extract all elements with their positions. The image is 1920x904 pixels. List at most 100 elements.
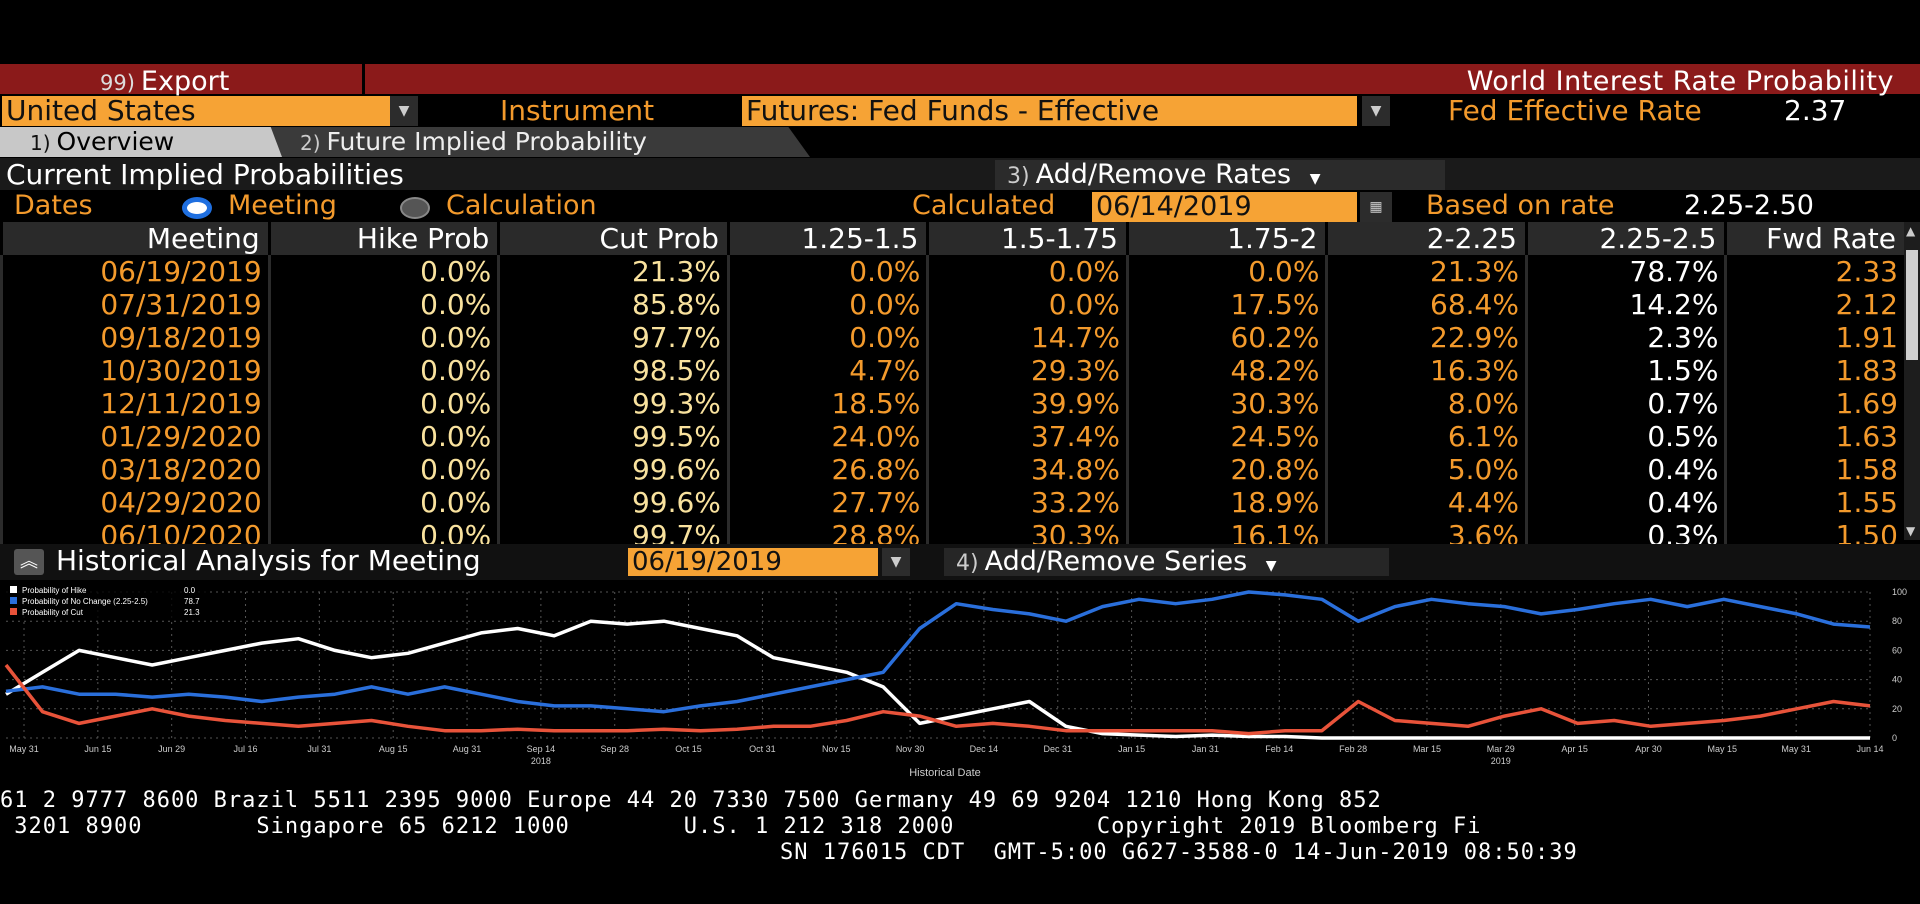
meeting-radio-label[interactable]: Meeting xyxy=(228,190,337,221)
tab-shortcut: 2) xyxy=(300,131,321,155)
calculation-radio-label[interactable]: Calculation xyxy=(446,190,597,221)
series-line[interactable] xyxy=(4,663,1871,736)
table-cell: 22.9% xyxy=(1325,321,1527,354)
calculated-date-input[interactable]: 06/14/2019 xyxy=(1092,192,1357,222)
table-cell: 68.4% xyxy=(1325,288,1527,321)
table-row[interactable]: 07/31/2019 0.0% 85.8% 0.0% 0.0% 17.5% 68.4% 14.… xyxy=(0,288,1904,321)
export-menu[interactable] xyxy=(0,64,365,94)
table-cell: 14.2% xyxy=(1524,288,1726,321)
col-header[interactable]: Cut Prob xyxy=(497,222,729,255)
x-tick-label: Mar 15 xyxy=(1413,744,1441,754)
table-cell: 1.83 xyxy=(1724,354,1904,387)
x-tick-label: Jun 15 xyxy=(84,744,111,754)
table-cell: 0.0% xyxy=(267,486,499,519)
table-cell: 2.3% xyxy=(1524,321,1726,354)
scroll-down-icon[interactable]: ▼ xyxy=(1906,524,1916,538)
legend-value: 78.7 xyxy=(184,597,200,606)
based-on-rate-value: 2.25-2.50 xyxy=(1684,190,1814,221)
col-header[interactable]: 2-2.25 xyxy=(1325,222,1527,255)
table-row[interactable]: 12/11/2019 0.0% 99.3% 18.5% 39.9% 30.3% 8.0% 0.… xyxy=(0,387,1904,420)
x-year-label: 2019 xyxy=(1491,756,1511,766)
table-cell: 0.4% xyxy=(1524,486,1726,519)
table-cell: 1.55 xyxy=(1724,486,1904,519)
table-cell: 6.1% xyxy=(1325,420,1527,453)
calendar-button[interactable]: ▦ xyxy=(1360,192,1392,222)
col-header[interactable]: 1.5-1.75 xyxy=(926,222,1128,255)
x-tick-label: Sep 28 xyxy=(600,744,629,754)
tab-future-implied-probability[interactable]: 2) Future Implied Probability xyxy=(270,127,810,157)
calculated-label: Calculated xyxy=(912,190,1056,221)
instrument-dropdown-button[interactable]: ▼ xyxy=(1362,96,1390,126)
button-shortcut: 3) xyxy=(1007,164,1030,189)
table-cell: 09/18/2019 xyxy=(0,321,270,354)
based-on-rate-label: Based on rate xyxy=(1426,190,1615,221)
add-remove-rates-button[interactable]: 3) Add/Remove Rates ▼ xyxy=(995,160,1445,190)
col-header[interactable]: 1.75-2 xyxy=(1125,222,1327,255)
table-cell: 99.6% xyxy=(497,486,729,519)
scrollbar-thumb[interactable] xyxy=(1906,250,1918,360)
table-cell: 16.3% xyxy=(1325,354,1527,387)
collapse-button[interactable]: ︽ xyxy=(14,549,44,575)
instrument-select[interactable]: Futures: Fed Funds - Effective xyxy=(742,96,1357,126)
y-tick-label: 20 xyxy=(1892,704,1902,714)
table-row[interactable]: 06/19/2019 0.0% 21.3% 0.0% 0.0% 0.0% 21.3% 78.7… xyxy=(0,255,1904,288)
calculation-radio[interactable] xyxy=(400,197,430,219)
table-row[interactable]: 09/18/2019 0.0% 97.7% 0.0% 14.7% 60.2% 22.9% 2.… xyxy=(0,321,1904,354)
table-cell: 60.2% xyxy=(1125,321,1327,354)
country-dropdown-button[interactable]: ▼ xyxy=(390,96,418,126)
x-tick-label: Apr 30 xyxy=(1635,744,1662,754)
table-cell: 8.0% xyxy=(1325,387,1527,420)
country-select[interactable]: United States xyxy=(2,96,390,126)
table-cell: 1.5% xyxy=(1524,354,1726,387)
table-cell: 20.8% xyxy=(1125,453,1327,486)
table-cell: 97.7% xyxy=(497,321,729,354)
col-header[interactable]: 1.25-1.5 xyxy=(726,222,928,255)
table-cell: 1.69 xyxy=(1724,387,1904,420)
table-row[interactable]: 10/30/2019 0.0% 98.5% 4.7% 29.3% 48.2% 16.3% 1.… xyxy=(0,354,1904,387)
table-cell: 78.7% xyxy=(1524,255,1726,288)
button-label: Add/Remove Series xyxy=(984,546,1248,577)
chevron-down-icon: ▼ xyxy=(1309,171,1321,187)
x-tick-label: Jul 16 xyxy=(234,744,258,754)
table-cell: 0.0% xyxy=(926,255,1128,288)
tab-overview[interactable]: 1) Overview xyxy=(0,127,282,157)
y-tick-label: 100 xyxy=(1892,587,1907,597)
meeting-date-select[interactable]: 06/19/2019 xyxy=(628,548,878,576)
col-header[interactable]: Hike Prob xyxy=(267,222,499,255)
x-tick-label: Apr 15 xyxy=(1561,744,1588,754)
table-row[interactable]: 01/29/2020 0.0% 99.5% 24.0% 37.4% 24.5% 6.1% 0.… xyxy=(0,420,1904,453)
table-row[interactable]: 03/18/2020 0.0% 99.6% 26.8% 34.8% 20.8% 5.0% 0.… xyxy=(0,453,1904,486)
add-remove-series-button[interactable]: 4) Add/Remove Series ▼ xyxy=(944,548,1389,576)
chevron-down-icon: ▼ xyxy=(398,103,410,119)
export-shortcut: 99) xyxy=(100,71,135,95)
x-tick-label: Jan 15 xyxy=(1118,744,1145,754)
series-line[interactable] xyxy=(5,590,1871,714)
col-header[interactable]: 2.25-2.5 xyxy=(1524,222,1726,255)
table-cell: 1.91 xyxy=(1724,321,1904,354)
table-scrollbar[interactable]: ▲ ▼ xyxy=(1904,222,1920,540)
table-cell: 04/29/2020 xyxy=(0,486,270,519)
table-cell: 07/31/2019 xyxy=(0,288,270,321)
tab-label: Overview xyxy=(56,127,175,156)
table-row[interactable]: 04/29/2020 0.0% 99.6% 27.7% 33.2% 18.9% 4.4% 0.… xyxy=(0,486,1904,519)
scroll-up-icon[interactable]: ▲ xyxy=(1906,224,1916,238)
dates-label: Dates xyxy=(14,190,93,221)
table-cell: 0.7% xyxy=(1524,387,1726,420)
col-header[interactable]: Fwd Rate xyxy=(1724,222,1904,255)
export-button[interactable]: 99) Export xyxy=(100,66,229,97)
export-label: Export xyxy=(140,66,230,97)
meeting-dropdown-button[interactable]: ▼ xyxy=(882,548,910,576)
col-header[interactable]: Meeting xyxy=(0,222,270,255)
legend-label: Probability of Hike xyxy=(22,586,87,595)
table-cell: 5.0% xyxy=(1325,453,1527,486)
historical-chart[interactable]: 0 20 40 60 80 100 May 31 Jun 15 Jun 29 Jul 16 Jul … xyxy=(0,582,1920,797)
legend-swatch xyxy=(10,608,17,615)
section-header xyxy=(0,158,1920,190)
x-tick-label: Sep 14 xyxy=(527,744,556,754)
tab-shortcut: 1) xyxy=(30,131,51,155)
tab-label: Future Implied Probability xyxy=(326,127,647,156)
meeting-radio[interactable] xyxy=(182,197,212,219)
table-cell: 24.0% xyxy=(726,420,928,453)
table-cell: 0.0% xyxy=(267,288,499,321)
x-tick-label: Mar 29 xyxy=(1487,744,1515,754)
